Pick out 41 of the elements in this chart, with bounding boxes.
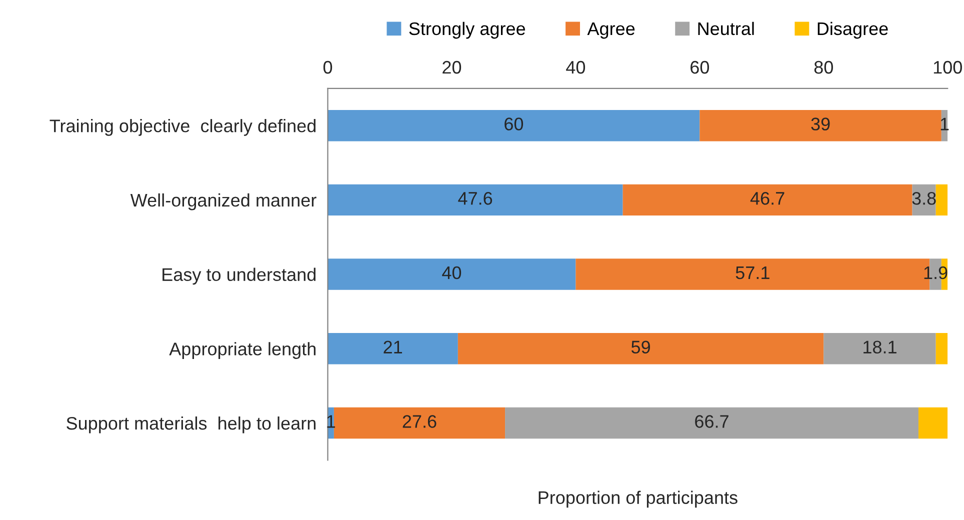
data-label: 39 bbox=[811, 118, 830, 130]
x-axis-title: Proportion of participants bbox=[538, 490, 738, 508]
bar bbox=[936, 184, 948, 216]
bar bbox=[505, 407, 918, 439]
legend-label: Agree bbox=[587, 22, 635, 39]
data-label: 27.6 bbox=[402, 415, 436, 428]
data-label: 18.1 bbox=[864, 340, 896, 354]
bar bbox=[334, 407, 506, 439]
x-tick-label: 40 bbox=[566, 60, 586, 74]
x-tick-label: 80 bbox=[814, 60, 833, 74]
y-tick-label: Easy to understand bbox=[162, 268, 316, 285]
y-tick-label: Appropriate length bbox=[169, 342, 316, 359]
y-tick-label: Support materials help to learn bbox=[66, 416, 316, 434]
legend-label: Neutral bbox=[698, 22, 754, 36]
legend-label: Strongly agree bbox=[409, 22, 526, 39]
bar bbox=[700, 110, 942, 142]
bar bbox=[458, 333, 824, 364]
bar bbox=[328, 258, 576, 290]
data-label: 21 bbox=[384, 340, 402, 354]
data-label: 47.6 bbox=[458, 192, 492, 205]
data-label: 66.7 bbox=[695, 415, 728, 428]
bar bbox=[328, 184, 623, 216]
bar bbox=[328, 333, 458, 364]
x-tick-label: 100 bbox=[934, 60, 962, 74]
data-label: 59 bbox=[631, 340, 650, 354]
x-tick-label: 60 bbox=[690, 60, 710, 74]
bar bbox=[824, 333, 936, 364]
y-tick-label: Well-organized manner bbox=[130, 193, 316, 210]
data-label: 60 bbox=[504, 118, 524, 130]
x-tick-label: 0 bbox=[323, 60, 332, 74]
data-label: 46.7 bbox=[750, 192, 784, 205]
data-label: 3.8 bbox=[912, 192, 936, 205]
x-tick-label: 20 bbox=[442, 60, 462, 74]
y-tick-label: Training objective clearly defined bbox=[50, 119, 316, 136]
legend-label: Disagree bbox=[818, 22, 888, 39]
data-label: 40 bbox=[442, 266, 462, 280]
bar bbox=[328, 110, 700, 142]
bar bbox=[918, 407, 948, 439]
data-label: 57.1 bbox=[736, 266, 770, 280]
bar bbox=[936, 333, 948, 364]
bar bbox=[622, 184, 912, 216]
